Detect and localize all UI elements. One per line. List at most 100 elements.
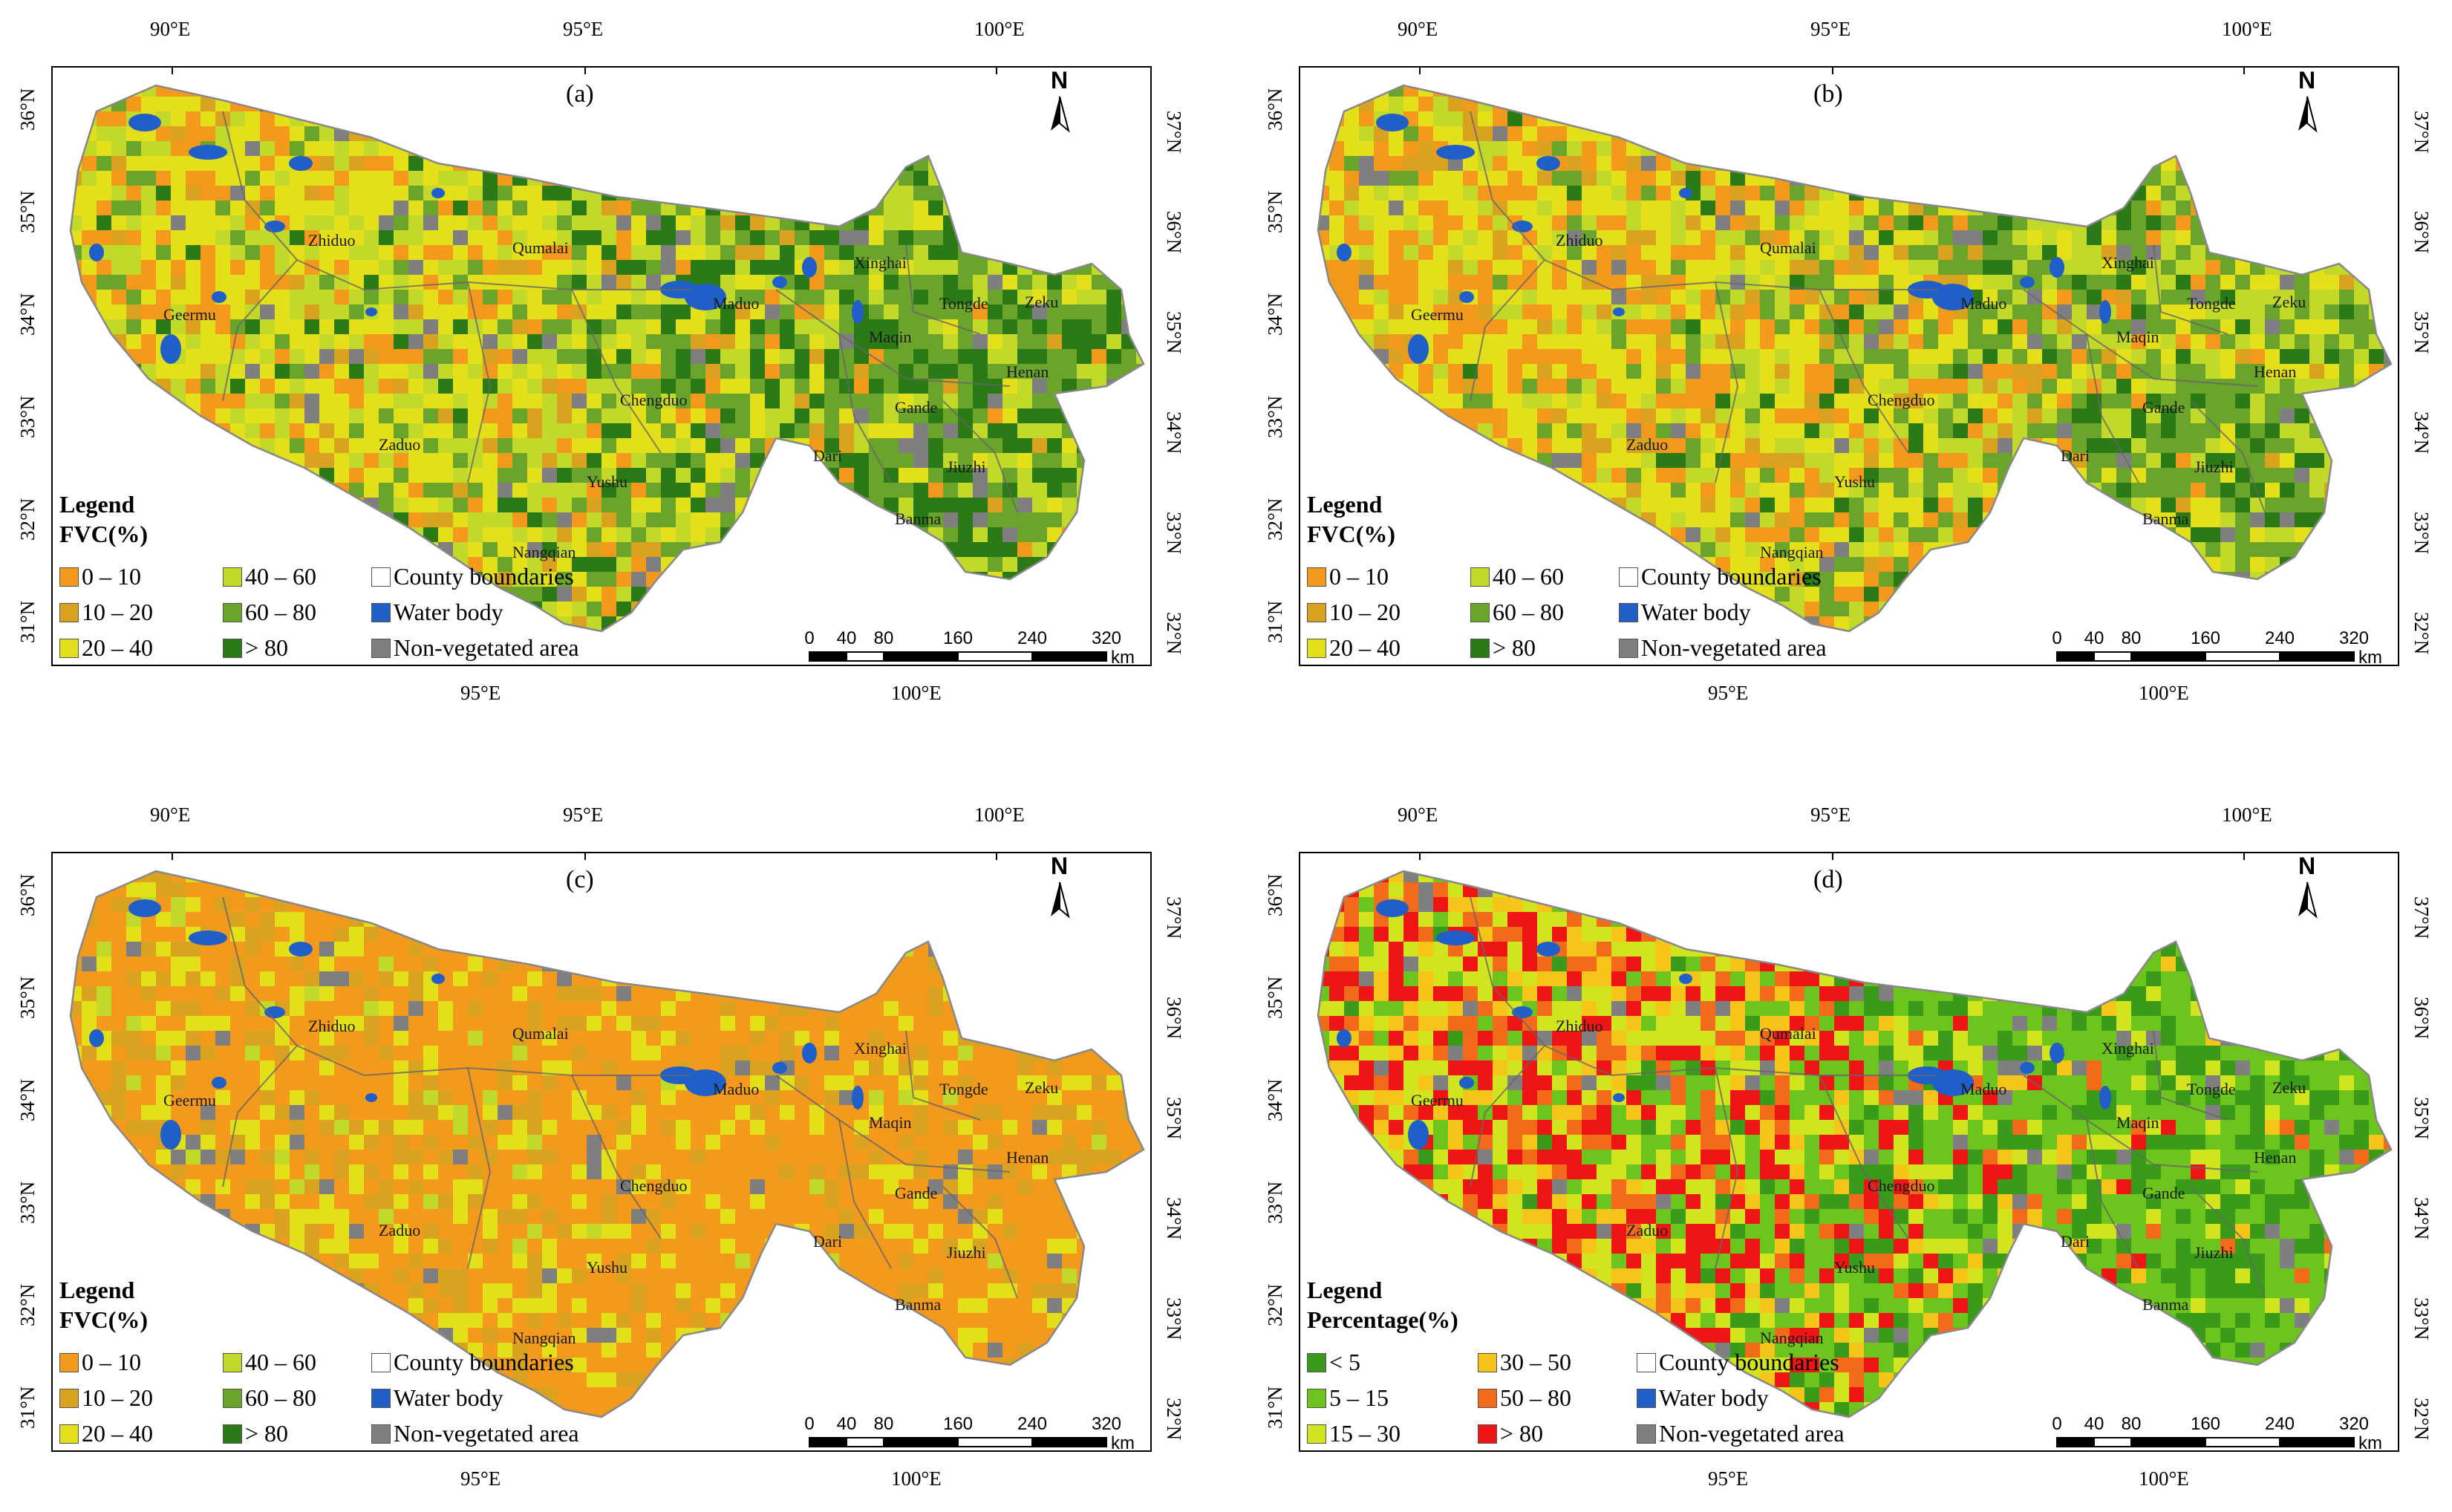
raster-cell — [973, 379, 988, 394]
raster-cell — [1894, 394, 1909, 409]
raster-cell — [2176, 319, 2191, 335]
raster-cell — [245, 215, 261, 231]
raster-cell — [2057, 408, 2073, 424]
raster-cell — [572, 572, 587, 587]
raster-cell — [1002, 319, 1018, 335]
scalebar-label: 240 — [1017, 628, 1048, 648]
raster-cell — [1983, 408, 1998, 424]
county-label: Tongde — [939, 294, 988, 313]
raster-cell — [1760, 349, 1776, 365]
raster-cell — [408, 215, 424, 231]
raster-cell — [468, 349, 483, 365]
raster-cell — [2176, 379, 2191, 394]
raster-cell — [1760, 304, 1776, 320]
raster-cell — [1760, 230, 1776, 246]
raster-cell — [1626, 171, 1642, 186]
raster-cell — [498, 186, 513, 201]
raster-cell — [1790, 275, 1805, 290]
raster-cell — [795, 408, 810, 424]
raster-cell — [2280, 290, 2295, 305]
raster-cell — [1983, 349, 1998, 365]
raster-cell — [1790, 394, 1805, 409]
raster-cell — [1597, 230, 1612, 246]
raster-cell — [1374, 141, 1389, 157]
raster-cell — [824, 304, 840, 320]
raster-cell — [2280, 349, 2295, 365]
raster-cell — [839, 275, 855, 290]
raster-cell — [1894, 453, 1909, 469]
raster-cell — [111, 245, 127, 261]
raster-cell — [1671, 394, 1686, 409]
raster-cell — [542, 527, 558, 543]
raster-cell — [1567, 201, 1582, 216]
raster-cell — [408, 275, 424, 290]
raster-cell — [2072, 290, 2087, 305]
raster-cell — [2220, 364, 2236, 379]
raster-cell — [186, 201, 201, 216]
raster-cell — [1077, 290, 1092, 305]
raster-cell — [2309, 349, 2325, 365]
county-boundary — [775, 289, 1011, 387]
raster-cell — [2324, 364, 2340, 379]
raster-cell — [1582, 394, 1597, 409]
raster-cell — [884, 423, 899, 439]
raster-cell — [483, 349, 498, 365]
raster-cell — [1686, 201, 1701, 216]
raster-cell — [1611, 171, 1627, 186]
raster-cell — [1582, 245, 1597, 261]
raster-cell — [304, 319, 320, 335]
raster-cell — [1804, 423, 1820, 439]
raster-cell — [200, 364, 216, 379]
raster-cell — [601, 512, 617, 528]
raster-cell — [304, 453, 320, 469]
raster-cell — [1671, 364, 1686, 379]
raster-cell — [2220, 260, 2236, 276]
raster-cell — [676, 364, 691, 379]
raster-cell — [1463, 408, 1478, 424]
raster-cell — [1017, 275, 1033, 290]
raster-cell — [1879, 290, 1894, 305]
scalebar-label: 80 — [873, 628, 894, 648]
raster-cell — [2295, 334, 2310, 350]
raster-cell — [2235, 379, 2251, 394]
raster-cell — [2161, 319, 2177, 335]
raster-cell — [1938, 394, 1954, 409]
raster-cell — [453, 453, 469, 469]
raster-cell — [2146, 334, 2162, 350]
raster-cell — [1032, 394, 1048, 409]
raster-cell — [958, 334, 974, 350]
raster-cell — [1998, 334, 2013, 350]
raster-cell — [705, 468, 721, 483]
raster-cell — [1418, 201, 1434, 216]
raster-cell — [215, 319, 231, 335]
raster-cell — [2250, 438, 2266, 454]
raster-cell — [1359, 171, 1375, 186]
raster-cell — [557, 364, 573, 379]
raster-cell — [453, 304, 469, 320]
raster-cell — [260, 349, 275, 365]
raster-cell — [2057, 319, 2073, 335]
raster-cell — [1998, 438, 2013, 454]
raster-cell — [1344, 141, 1360, 157]
raster-cell — [1448, 215, 1464, 231]
raster-cell — [1418, 319, 1434, 335]
raster-cell — [200, 334, 216, 350]
raster-cell — [364, 156, 379, 172]
raster-cell — [2161, 290, 2177, 305]
raster-cell — [82, 275, 97, 290]
raster-cell — [1701, 394, 1716, 409]
raster-cell — [2265, 334, 2280, 350]
raster-cell — [928, 408, 944, 424]
raster-cell — [839, 319, 855, 335]
raster-cell — [691, 260, 706, 276]
raster-cell — [943, 453, 959, 469]
raster-cell — [1329, 186, 1345, 201]
raster-cell — [780, 334, 795, 350]
raster-cell — [379, 423, 394, 439]
raster-cell — [527, 304, 543, 320]
raster-cell — [958, 379, 974, 394]
raster-cell — [2220, 304, 2236, 320]
legend-label: Water body — [394, 599, 503, 625]
raster-cell — [527, 587, 543, 602]
raster-cell — [512, 512, 528, 528]
